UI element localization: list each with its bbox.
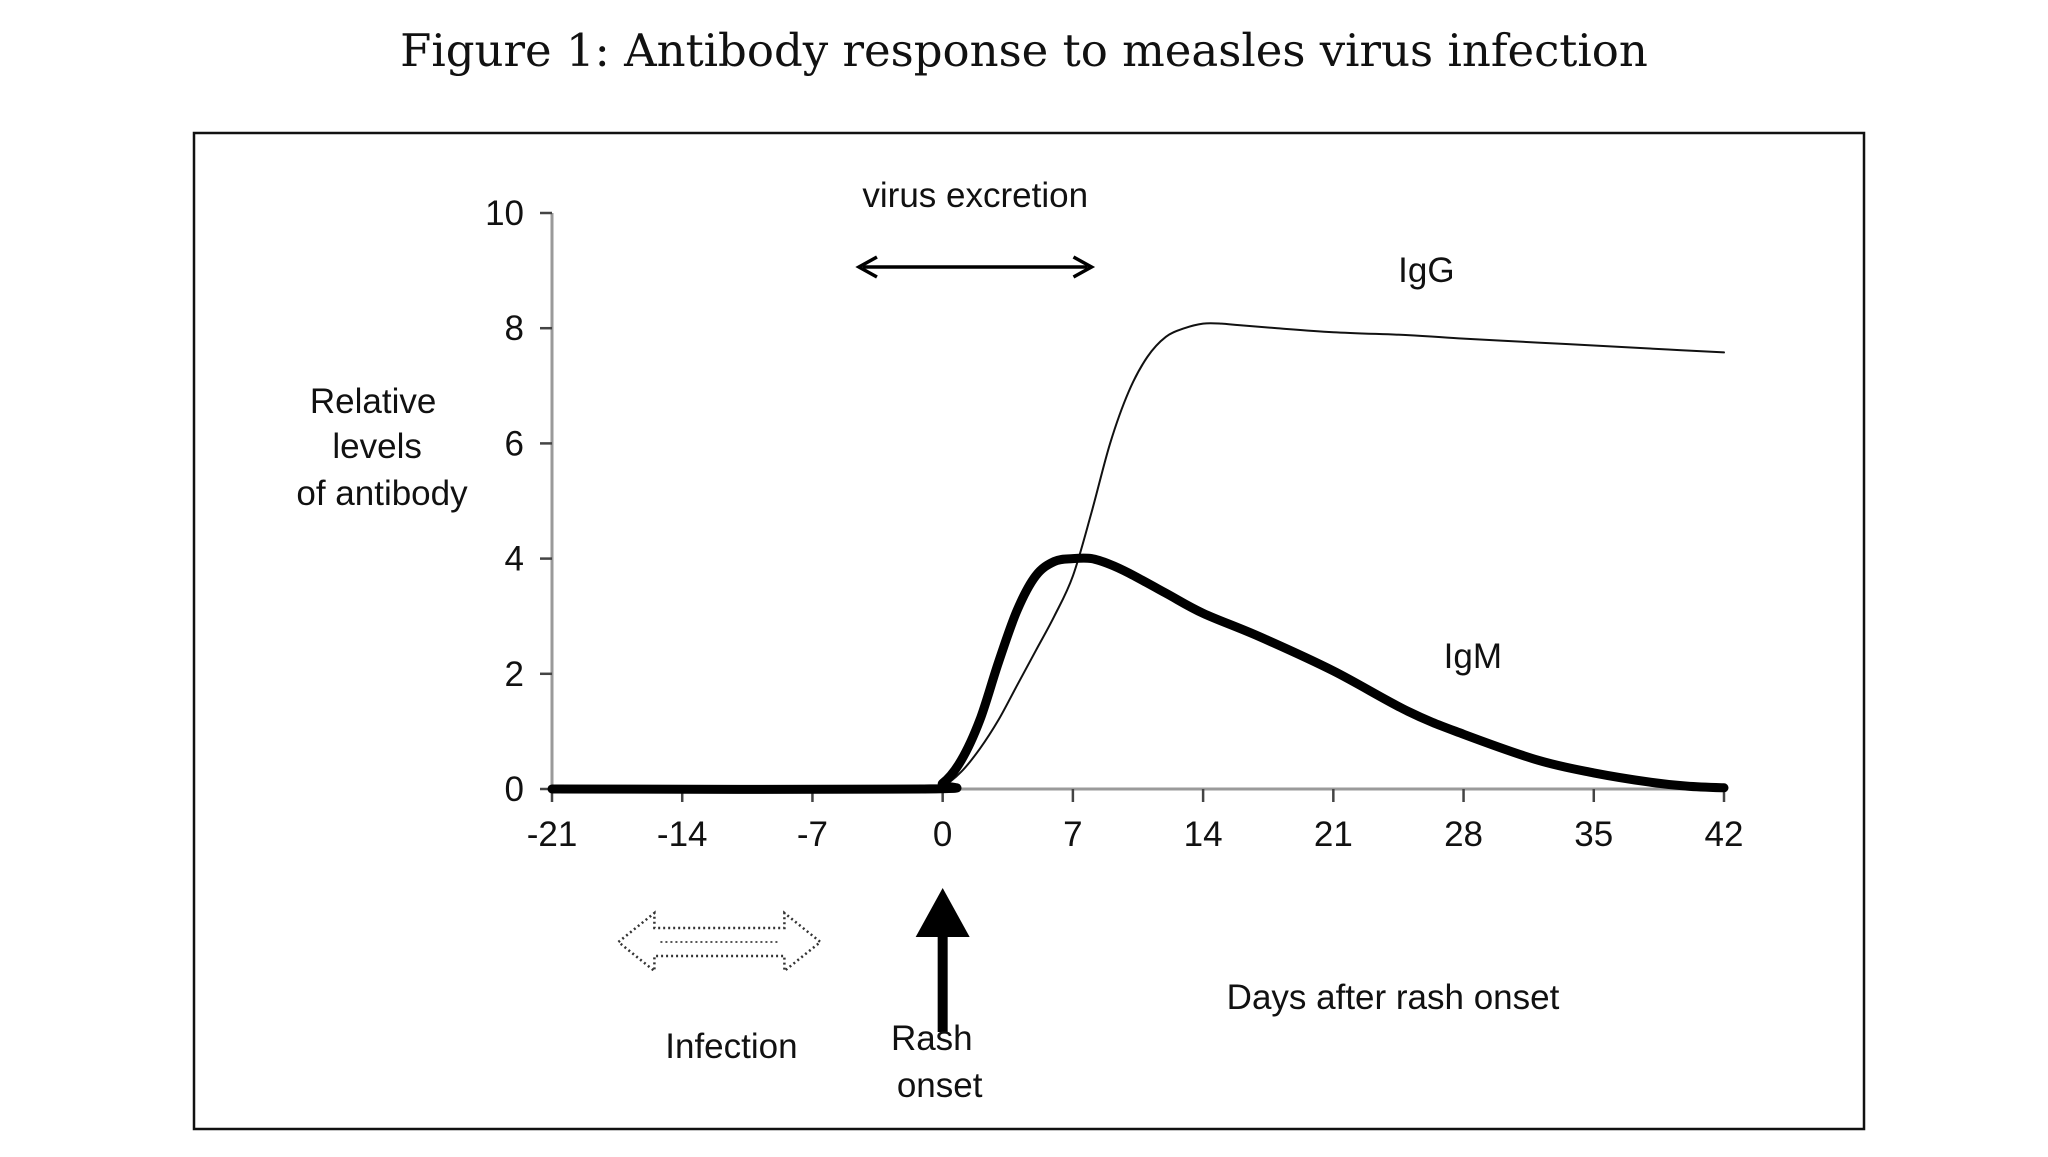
rash-arrow-shaft bbox=[937, 932, 948, 1032]
x-tick-label: 0 bbox=[933, 815, 952, 854]
series-label-igg: IgG bbox=[1398, 251, 1454, 290]
infection-label: Infection bbox=[665, 1027, 797, 1066]
rash-onset-label: Rash onset bbox=[891, 1019, 983, 1105]
series-label-igm: IgM bbox=[1444, 637, 1502, 676]
rash-arrow-head bbox=[915, 888, 970, 937]
y-tick-label: 4 bbox=[505, 540, 524, 579]
series-line-igm bbox=[547, 553, 1729, 794]
y-tick-label: 10 bbox=[485, 194, 524, 233]
virus-arrow-head-left bbox=[855, 255, 878, 279]
x-tick-label: 14 bbox=[1184, 815, 1223, 854]
y-axis-label: Relative levels of antibody bbox=[296, 382, 468, 513]
y-tick-label: 8 bbox=[505, 309, 524, 348]
figure-title: Figure 1: Antibody response to measles v… bbox=[400, 24, 1648, 77]
series-line-igg bbox=[551, 322, 1725, 791]
rash-onset-label-line-2: onset bbox=[897, 1066, 983, 1105]
virus-excretion-arrow bbox=[855, 255, 1096, 279]
x-axis-label: Days after rash onset bbox=[1227, 978, 1560, 1017]
series-group bbox=[547, 322, 1729, 794]
x-tick-label: -14 bbox=[657, 815, 708, 854]
y-axis-label-line-3: of antibody bbox=[296, 474, 468, 513]
rash-onset-arrow bbox=[915, 888, 970, 1032]
y-tick-label: 2 bbox=[505, 655, 524, 694]
x-tick-label: 28 bbox=[1444, 815, 1483, 854]
x-tick-label: 42 bbox=[1705, 815, 1744, 854]
virus-arrow-head-right bbox=[1072, 255, 1096, 279]
axes: 0 2 4 6 8 10 -21 -14 -7 0 7 14 21 28 35 42 bbox=[485, 194, 1743, 854]
infection-arrow-outline bbox=[616, 910, 823, 974]
y-tick-label: 0 bbox=[505, 770, 524, 809]
x-tick-label: 7 bbox=[1063, 815, 1082, 854]
y-axis-label-line-2: levels bbox=[332, 427, 421, 466]
virus-excretion-label: virus excretion bbox=[862, 176, 1088, 215]
rash-onset-label-line-1: Rash bbox=[891, 1019, 973, 1058]
figure-frame bbox=[192, 131, 1866, 1131]
infection-arrow bbox=[616, 910, 823, 974]
y-tick-label: 6 bbox=[505, 424, 524, 463]
x-tick-label: 35 bbox=[1574, 815, 1613, 854]
x-tick-label: 21 bbox=[1314, 815, 1353, 854]
x-tick-label: -7 bbox=[797, 815, 828, 854]
y-axis-label-line-1: Relative bbox=[310, 382, 436, 421]
x-tick-label: -21 bbox=[527, 815, 578, 854]
